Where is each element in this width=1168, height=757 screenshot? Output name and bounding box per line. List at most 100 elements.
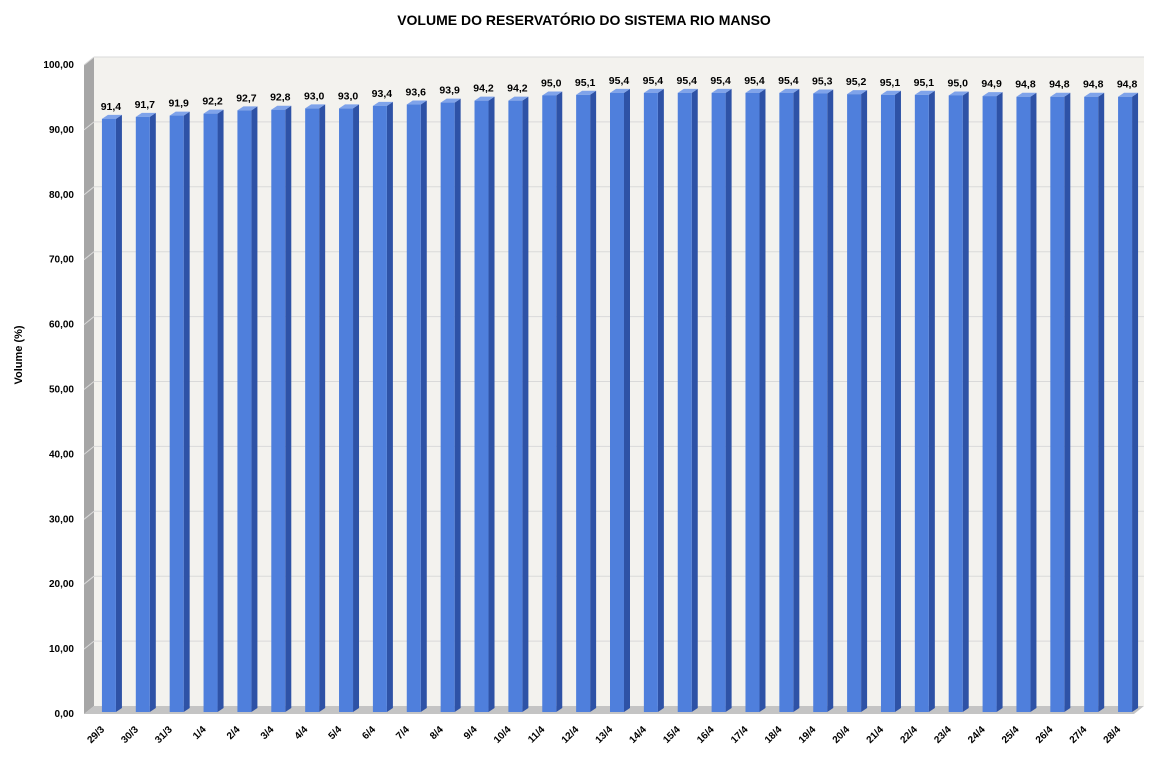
data-label: 95,4 xyxy=(744,75,765,87)
bar xyxy=(779,92,794,712)
y-tick-label: 20,00 xyxy=(49,579,74,590)
bar-side xyxy=(183,111,190,713)
bar xyxy=(880,94,895,712)
bar-top xyxy=(305,104,326,109)
y-tick-label: 50,00 xyxy=(49,385,74,396)
x-tick-label: 4/4 xyxy=(293,724,311,742)
data-label: 95,3 xyxy=(812,76,833,88)
y-tick-label: 40,00 xyxy=(49,449,74,460)
bar-side xyxy=(149,112,156,712)
x-tick-label: 17/4 xyxy=(729,724,751,746)
gridline-side xyxy=(83,640,95,650)
data-label: 93,9 xyxy=(439,85,460,97)
bar xyxy=(101,118,116,712)
bar-top xyxy=(813,89,834,94)
x-tick-label: 28/4 xyxy=(1102,724,1124,746)
x-tick-label: 13/4 xyxy=(594,724,616,746)
bar-side xyxy=(624,88,630,712)
bar xyxy=(1050,96,1065,713)
bar-side xyxy=(725,88,732,712)
data-label: 92,2 xyxy=(202,96,223,108)
data-label: 95,2 xyxy=(846,76,867,88)
bar-side xyxy=(759,88,766,712)
bar-top xyxy=(948,91,969,96)
gridline-side xyxy=(83,446,95,455)
bar-side xyxy=(454,98,461,713)
data-label: 91,7 xyxy=(135,99,156,111)
x-tick-label: 9/4 xyxy=(462,724,480,742)
bar xyxy=(339,108,354,713)
bar xyxy=(169,115,184,713)
x-tick-label: 6/4 xyxy=(360,724,378,742)
bar-side xyxy=(590,90,597,712)
x-tick-label: 29/3 xyxy=(86,724,108,746)
x-tick-label: 11/4 xyxy=(526,724,547,745)
bar-side xyxy=(353,104,360,713)
x-tick-label: 10/4 xyxy=(492,724,514,746)
bar-side xyxy=(793,88,800,712)
bar-side xyxy=(556,91,563,712)
data-label: 91,9 xyxy=(168,98,189,110)
bar-side xyxy=(1064,92,1071,713)
bar-top xyxy=(1050,92,1071,97)
x-tick-label: 27/4 xyxy=(1068,724,1090,746)
data-label: 95,4 xyxy=(609,75,630,87)
y-tick-label: 80,00 xyxy=(49,190,74,201)
data-label: 94,8 xyxy=(1117,79,1138,91)
bar-top xyxy=(203,109,224,114)
data-label: 93,0 xyxy=(338,90,359,102)
gridline-side xyxy=(83,575,95,585)
x-tick-label: 30/3 xyxy=(119,724,141,746)
x-tick-label: 19/4 xyxy=(797,724,819,746)
bar-top xyxy=(677,88,698,93)
x-tick-label: 1/4 xyxy=(191,724,209,742)
x-tick-label: 8/4 xyxy=(428,724,446,742)
x-axis-ticks: 29/3 30/3 31/3 1/4 2/4 3/4 4/4 5/4 6/4 7/4 8/4 9/4 1… xyxy=(86,724,1124,746)
bar xyxy=(1016,96,1031,713)
data-label: 94,9 xyxy=(981,78,1002,90)
bar-side xyxy=(115,114,122,712)
bar-top xyxy=(406,100,427,105)
x-tick-label: 31/3 xyxy=(153,724,175,746)
bar xyxy=(406,104,421,712)
bar xyxy=(1118,96,1133,713)
bar xyxy=(440,102,455,713)
bar xyxy=(643,92,658,712)
bar xyxy=(372,105,387,713)
bar-side xyxy=(285,105,292,712)
data-label: 93,0 xyxy=(304,90,325,102)
data-label: 95,1 xyxy=(575,77,596,89)
bar-top xyxy=(745,88,766,93)
data-label: 93,6 xyxy=(406,87,427,99)
bar-top xyxy=(1084,92,1105,97)
data-label: 91,4 xyxy=(101,101,122,113)
data-label: 93,4 xyxy=(372,88,393,100)
bar-top xyxy=(847,90,868,95)
x-tick-label: 3/4 xyxy=(259,724,277,742)
bar-top xyxy=(135,112,156,117)
y-tick-label: 60,00 xyxy=(49,320,74,331)
bar-side xyxy=(319,104,326,713)
bar-side xyxy=(522,96,529,713)
bar-top xyxy=(101,114,122,119)
gridline-side xyxy=(83,381,95,390)
bar-top xyxy=(711,88,732,93)
bar-side xyxy=(251,106,258,712)
bar-top xyxy=(1118,92,1139,97)
bar xyxy=(542,95,557,712)
data-label: 95,4 xyxy=(677,75,698,87)
bar xyxy=(745,92,760,712)
bar-series xyxy=(101,88,1139,713)
y-tick-label: 90,00 xyxy=(49,125,74,136)
bar-side xyxy=(861,90,868,713)
bar-top xyxy=(643,88,664,93)
x-tick-label: 25/4 xyxy=(1000,724,1022,746)
data-label: 95,4 xyxy=(778,75,799,87)
bar-side xyxy=(928,90,935,712)
data-label: 92,7 xyxy=(236,92,257,104)
y-tick-label: 10,00 xyxy=(49,644,74,655)
gridline-side xyxy=(83,121,95,131)
bar xyxy=(237,110,252,712)
bar-side xyxy=(657,88,664,712)
x-tick-label: 22/4 xyxy=(898,724,920,746)
